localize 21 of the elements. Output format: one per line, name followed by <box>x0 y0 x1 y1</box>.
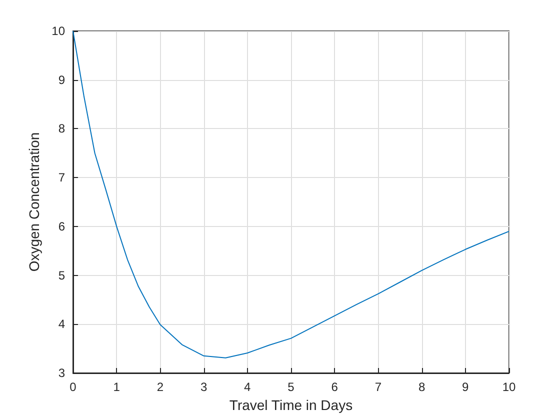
x-tick-label: 4 <box>244 380 252 394</box>
x-tick-label: 8 <box>418 380 426 394</box>
x-tick-label: 7 <box>374 380 382 394</box>
y-tick-label: 8 <box>58 122 66 136</box>
x-tick-label: 0 <box>70 380 77 394</box>
x-tick-label: 6 <box>331 380 338 394</box>
y-tick-label: 3 <box>58 366 66 380</box>
x-tick-label: 10 <box>502 380 516 394</box>
x-tick-label: 1 <box>113 380 120 394</box>
x-axis-title: Travel Time in Days <box>229 396 353 413</box>
x-tick-label: 9 <box>462 380 470 394</box>
x-tick-label: 3 <box>200 380 208 394</box>
y-tick-label: 7 <box>58 170 66 185</box>
x-tick-label: 2 <box>156 380 164 394</box>
y-tick-label: 5 <box>58 268 66 282</box>
x-tick-label: 5 <box>288 380 295 394</box>
y-axis-title: Oxygen Concentration <box>26 132 42 272</box>
y-tick-label: 10 <box>52 24 66 38</box>
y-tick-label: 6 <box>58 219 66 234</box>
y-tick-label: 4 <box>58 317 66 332</box>
y-tick-label: 9 <box>58 72 66 87</box>
